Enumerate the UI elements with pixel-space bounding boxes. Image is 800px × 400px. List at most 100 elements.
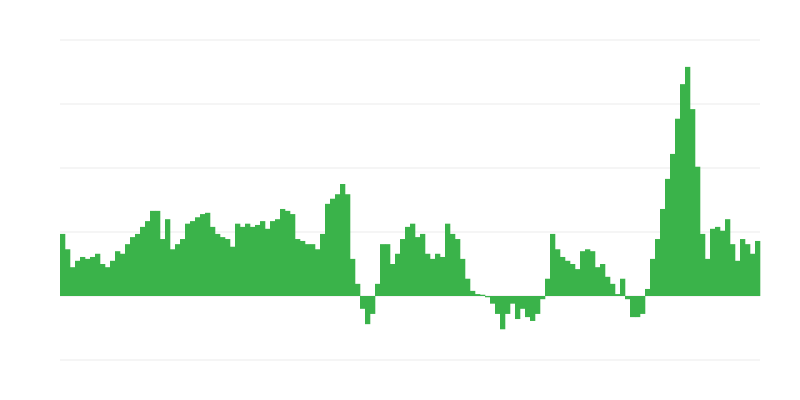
bar [700, 233, 706, 296]
bar [520, 296, 526, 309]
bar [285, 210, 291, 296]
bar [250, 226, 256, 296]
bar [200, 214, 206, 296]
bar [730, 244, 736, 296]
bar [695, 166, 701, 296]
bar [90, 256, 96, 296]
bar [620, 278, 626, 296]
bar [340, 184, 346, 296]
bar [575, 269, 581, 296]
bar [525, 296, 531, 318]
bar [325, 203, 331, 296]
bar [705, 258, 711, 296]
bar [470, 290, 476, 296]
bar [355, 283, 361, 296]
bar [410, 223, 416, 296]
bar [370, 296, 376, 314]
bar [80, 256, 86, 296]
bar [100, 264, 106, 296]
bar [615, 294, 621, 296]
bar [265, 228, 271, 296]
bar [245, 223, 251, 296]
bar [650, 258, 656, 296]
bar [110, 260, 116, 296]
bar [640, 296, 646, 314]
bar [580, 251, 586, 296]
bar [605, 276, 611, 296]
bar [335, 194, 341, 296]
bar [540, 296, 546, 300]
bar [390, 264, 396, 296]
bar [105, 267, 111, 296]
bar [225, 239, 231, 296]
bar [550, 233, 556, 296]
bar [715, 226, 721, 296]
bar [300, 240, 306, 296]
bar [365, 296, 371, 325]
bar [690, 109, 696, 297]
bar [315, 249, 321, 296]
bar [320, 233, 326, 296]
bar [70, 267, 76, 296]
bar [60, 233, 66, 296]
bar [625, 296, 631, 300]
bar [270, 221, 276, 296]
bar [280, 208, 286, 296]
bar [445, 223, 451, 296]
bar [660, 208, 666, 296]
bar [145, 221, 151, 296]
bar [725, 219, 731, 296]
bar [345, 194, 351, 296]
bar [125, 244, 131, 296]
bar [515, 296, 521, 320]
bar [685, 66, 691, 296]
bar [230, 246, 236, 296]
bar [255, 224, 261, 296]
bar [490, 296, 496, 304]
bar [710, 228, 716, 296]
bar [135, 233, 141, 296]
bar [95, 253, 101, 296]
bar [260, 221, 266, 296]
bar [565, 260, 571, 296]
bar [140, 226, 146, 296]
bar [160, 239, 166, 296]
bar [275, 219, 281, 296]
bar [485, 296, 491, 298]
bar [455, 239, 461, 296]
bar [720, 230, 726, 296]
bar [670, 153, 676, 296]
bar [170, 249, 176, 296]
bar [735, 260, 741, 296]
bar [635, 296, 641, 318]
bar [235, 223, 241, 296]
bar [220, 237, 226, 296]
bar [305, 244, 311, 296]
bar [155, 210, 161, 296]
bar [755, 240, 761, 296]
bar [600, 264, 606, 296]
bar [130, 237, 136, 296]
bar [415, 237, 421, 296]
bar [215, 233, 221, 296]
bar [115, 251, 121, 296]
bar [425, 253, 431, 296]
bar [510, 296, 516, 304]
bar [435, 253, 441, 296]
bar [585, 249, 591, 296]
bar [440, 256, 446, 296]
bar [180, 239, 186, 296]
bar [120, 253, 126, 296]
bar [310, 244, 316, 296]
bar [630, 296, 636, 318]
bar [385, 244, 391, 296]
bar [420, 233, 426, 296]
bar [205, 212, 211, 296]
bar [495, 296, 501, 314]
bar [430, 258, 436, 296]
bar [380, 244, 386, 296]
bar [450, 233, 456, 296]
bar [150, 210, 156, 296]
bar [465, 278, 471, 296]
